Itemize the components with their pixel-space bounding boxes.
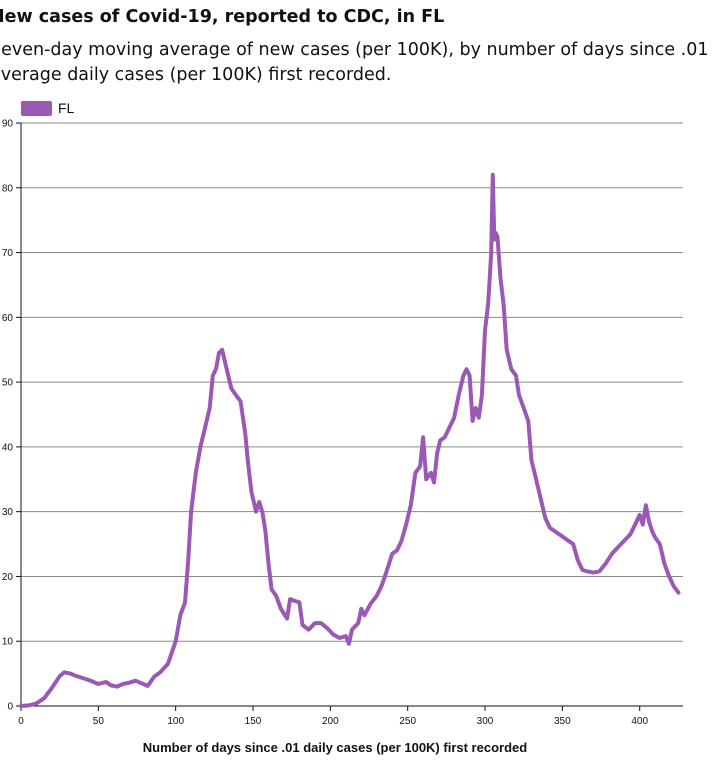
y-axis-ticks: 0 10 20 30 40 50 60 70 80 90 xyxy=(2,119,21,713)
x-tick-label-100: 100 xyxy=(167,716,184,727)
x-tick-label-350: 350 xyxy=(554,716,571,727)
x-tick-label-400: 400 xyxy=(631,716,648,727)
y-tick-label-60: 60 xyxy=(2,313,14,324)
x-tick-label-50: 50 xyxy=(93,716,105,727)
x-tick-label-200: 200 xyxy=(322,716,339,727)
y-tick-label-10: 10 xyxy=(2,637,14,648)
chart-title: New cases of Covid-19, reported to CDC, … xyxy=(0,7,445,27)
x-tick-label-300: 300 xyxy=(477,716,494,727)
x-tick-label-250: 250 xyxy=(399,716,416,727)
legend-swatch xyxy=(21,100,52,116)
y-tick-label-20: 20 xyxy=(2,572,14,583)
legend: FL xyxy=(21,100,74,116)
x-axis-label: Number of days since .01 daily cases (pe… xyxy=(143,740,527,755)
x-tick-label-0: 0 xyxy=(18,716,24,727)
y-tick-label-0: 0 xyxy=(7,702,13,713)
x-axis-ticks: 0 50 100 150 200 250 300 350 400 xyxy=(18,706,648,727)
y-tick-label-40: 40 xyxy=(2,442,14,453)
chart-subtitle: Seven-day moving average of new cases (p… xyxy=(0,40,709,85)
legend-label: FL xyxy=(58,100,75,116)
y-tick-label-30: 30 xyxy=(2,507,14,518)
y-tick-label-70: 70 xyxy=(2,248,14,259)
y-tick-label-90: 90 xyxy=(2,119,14,130)
x-tick-label-150: 150 xyxy=(245,716,262,727)
gridlines xyxy=(21,122,683,642)
y-tick-label-50: 50 xyxy=(2,378,14,389)
series-line-fl xyxy=(19,172,681,708)
y-tick-label-80: 80 xyxy=(2,183,14,194)
